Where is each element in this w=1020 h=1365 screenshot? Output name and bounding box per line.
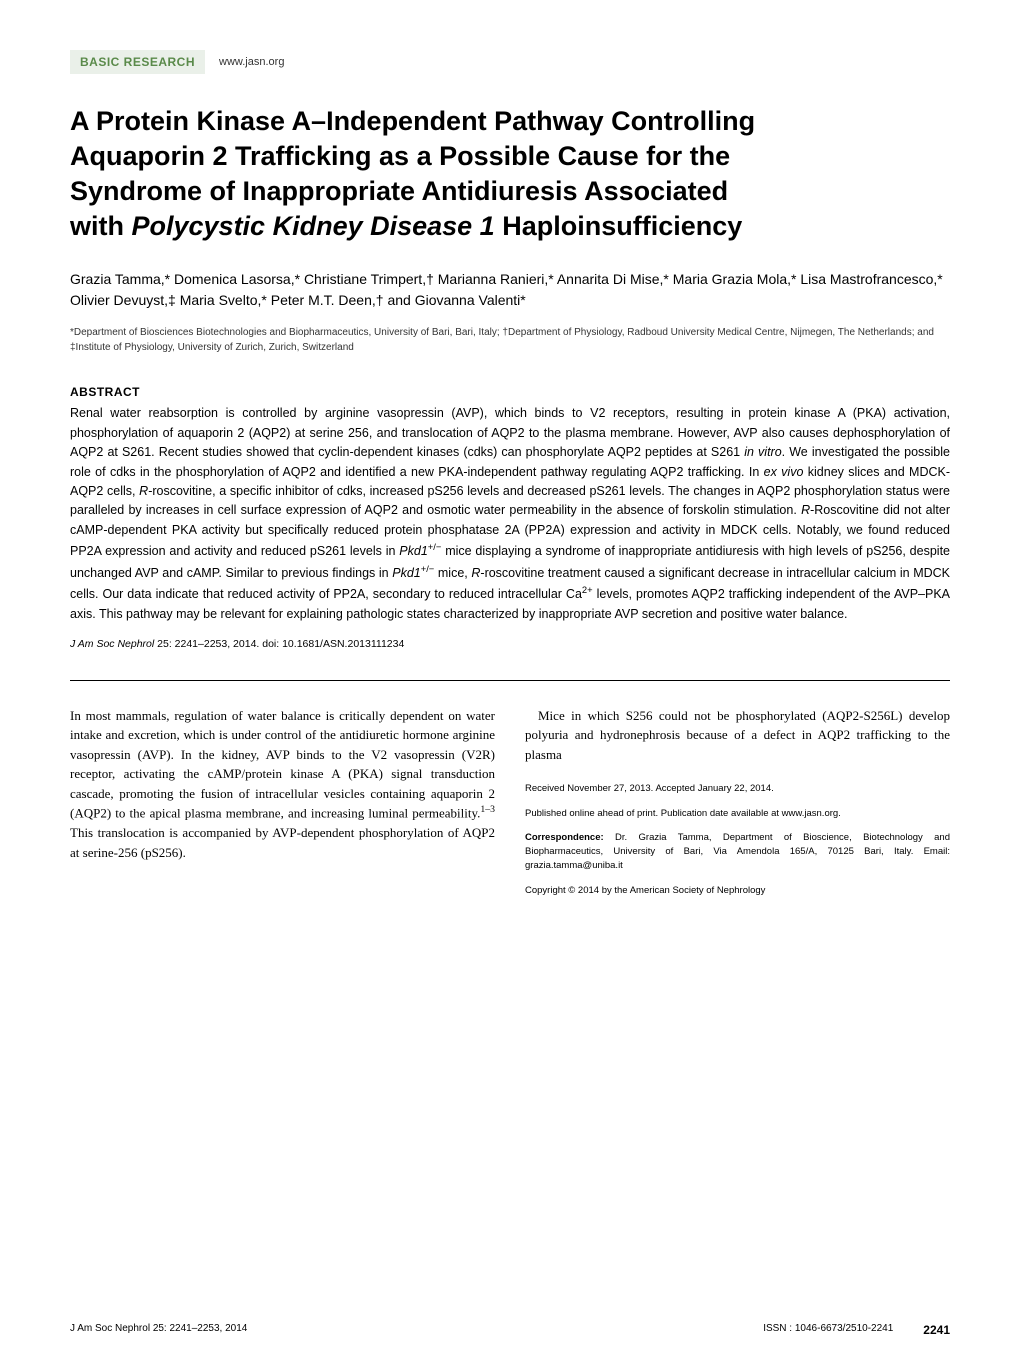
correspondence-label: Correspondence:: [525, 832, 604, 843]
abstract-body: Renal water reabsorption is controlled b…: [70, 404, 950, 624]
abstract-ital: in vitro: [744, 445, 781, 459]
citation-journal: J Am Soc Nephrol: [70, 638, 154, 650]
page-footer: J Am Soc Nephrol 25: 2241–2253, 2014 ISS…: [70, 1323, 950, 1337]
correspondence: Correspondence: Dr. Grazia Tamma, Depart…: [525, 831, 950, 874]
body-paragraph: In most mammals, regulation of water bal…: [70, 706, 495, 862]
article-title: A Protein Kinase A–Independent Pathway C…: [70, 104, 950, 244]
affiliations: *Department of Biosciences Biotechnologi…: [70, 325, 950, 355]
abstract-sup: 2+: [582, 585, 593, 595]
citation-rest: 25: 2241–2253, 2014. doi: 10.1681/ASN.20…: [154, 638, 404, 650]
received-date: Received November 27, 2013. Accepted Jan…: [525, 782, 950, 796]
section-divider: [70, 680, 950, 681]
title-line-2: Aquaporin 2 Trafficking as a Possible Ca…: [70, 141, 730, 171]
author-list: Grazia Tamma,* Domenica Lasorsa,* Christ…: [70, 269, 950, 311]
footer-issn: ISSN : 1046-6673/2510-2241: [763, 1323, 893, 1337]
body-columns: In most mammals, regulation of water bal…: [70, 706, 950, 898]
abstract-heading: ABSTRACT: [70, 385, 950, 399]
abstract-ital: R: [801, 503, 810, 517]
copyright-notice: Copyright © 2014 by the American Society…: [525, 884, 950, 898]
title-line-4a: with: [70, 211, 132, 241]
pub-online-note: Published online ahead of print. Publica…: [525, 807, 950, 821]
abstract-sup: +/−: [428, 542, 442, 552]
abstract-ital: Pkd1: [392, 566, 421, 580]
abstract-ital: R: [139, 484, 148, 498]
title-line-3: Syndrome of Inappropriate Antidiuresis A…: [70, 176, 728, 206]
abstract-ital: ex vivo: [764, 465, 804, 479]
footer-left: J Am Soc Nephrol 25: 2241–2253, 2014: [70, 1323, 247, 1337]
ref-sup: 1–3: [480, 804, 495, 815]
journal-url: www.jasn.org: [219, 56, 284, 68]
title-line-1: A Protein Kinase A–Independent Pathway C…: [70, 106, 755, 136]
citation: J Am Soc Nephrol 25: 2241–2253, 2014. do…: [70, 638, 950, 650]
body-text: In most mammals, regulation of water bal…: [70, 708, 495, 821]
body-text: Mice in which S256 could not be phosphor…: [525, 708, 950, 762]
body-paragraph: Mice in which S256 could not be phosphor…: [525, 706, 950, 765]
footer-right: ISSN : 1046-6673/2510-2241 2241: [763, 1323, 950, 1337]
abstract-sup: +/−: [421, 564, 435, 574]
abstract-ital: Pkd1: [399, 544, 428, 558]
category-badge: BASIC RESEARCH: [70, 50, 205, 74]
title-line-4-italic: Polycystic Kidney Disease 1: [132, 211, 495, 241]
header-line: BASIC RESEARCH www.jasn.org: [70, 50, 950, 74]
abstract-seg: mice,: [434, 566, 471, 580]
right-column: Mice in which S256 could not be phosphor…: [525, 706, 950, 898]
page-number: 2241: [923, 1323, 950, 1337]
body-text: This translocation is accompanied by AVP…: [70, 825, 495, 860]
title-line-4b: Haploinsufficiency: [495, 211, 743, 241]
left-column: In most mammals, regulation of water bal…: [70, 706, 495, 898]
